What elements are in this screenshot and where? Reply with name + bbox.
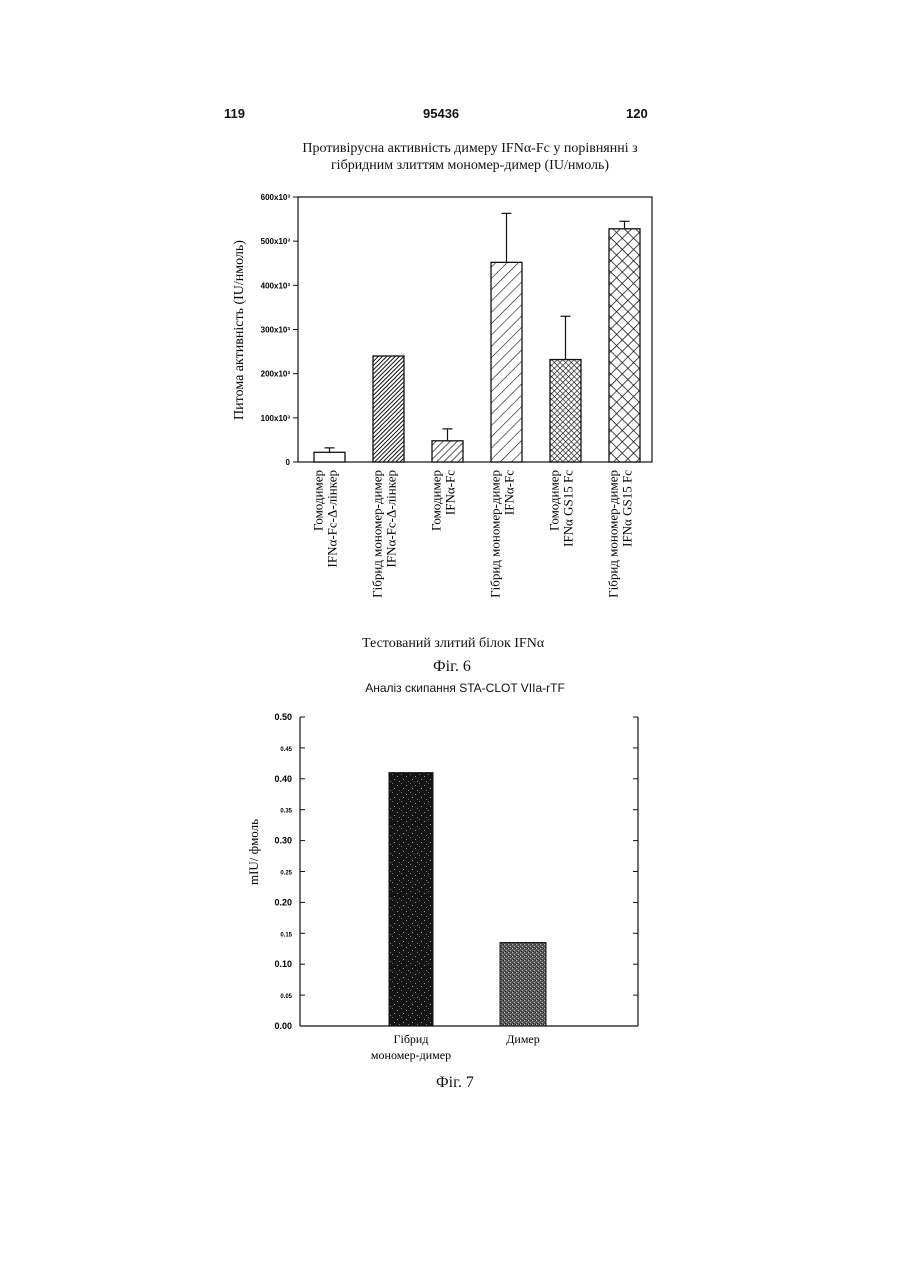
fig6-chart: 0 100x10³ 200x10³ 300x10³ 400x10³ 500x10³ 600x… [0,0,901,660]
fig6-x-tick-label: Гібрид мономер-димер [606,470,621,598]
fig6-bar [432,441,463,462]
fig6-bar [550,360,581,462]
fig7-x-axis-labels: Гібрид мономер-димер Димер [371,1032,540,1062]
fig7-x-tick-label: Димер [506,1032,540,1046]
fig6-y-tick-label: 500x10³ [261,237,291,246]
fig6-bar [491,262,522,462]
fig6-x-tick-label: Гібрид мономер-димер [370,470,385,598]
fig6-bars [314,213,640,462]
fig6-y-tick-label: 600x10³ [261,193,291,202]
fig7-bars [389,773,546,1026]
fig7-chart-title: Аналіз скипання STA-CLOT VIIa-rTF [300,680,630,697]
fig6-caption: Фіг. 6 [433,658,471,676]
fig7-y-tick-label: 0.35 [280,809,292,815]
fig6-y-axis-title: Питома активність (IU/нмоль) [232,240,247,420]
fig7-y-axis-title: mIU/ фмоль [246,819,261,885]
fig6-y-tick-label: 0 [286,458,291,467]
fig6-y-tick-label: 400x10³ [261,281,291,290]
fig6-x-tick-label: IFNα-Fc [443,470,458,515]
fig6-bar [373,356,404,462]
fig6-x-tick-label: IFNα GS15 Fc [561,470,576,547]
fig6-x-axis-labels: ГомодимерIFNα-Fc-Δ-лінкерГібрид мономер-… [311,470,635,598]
fig7-y-tick-label: 0.45 [280,747,292,753]
fig6-y-tick-label: 100x10³ [261,414,291,423]
fig6-x-tick-label: Гомодимер [547,470,562,531]
fig6-x-tick-label: IFNα-Fc [502,470,517,515]
fig7-y-tick-label: 0.05 [280,994,292,1000]
fig6-y-tick-label: 200x10³ [261,370,291,379]
fig7-y-ticks: 0.00 0.05 0.10 0.15 0.20 0.25 0.30 0.35 0.40 0.45… [274,712,638,1031]
fig7-y-tick-label: 0.15 [280,932,292,938]
fig6-x-tick-label: IFNα-Fc-Δ-лінкер [384,470,399,567]
fig7-bar [500,943,546,1026]
fig6-y-axis: 0 100x10³ 200x10³ 300x10³ 400x10³ 500x10³ 600x… [261,193,298,467]
fig6-bar [609,229,640,462]
fig7-y-tick-label: 0.30 [274,836,292,846]
fig6-plot-frame [298,197,652,462]
fig6-x-tick-label: IFNα-Fc-Δ-лінкер [325,470,340,567]
fig6-y-tick-label: 300x10³ [261,326,291,335]
fig6-x-tick-label: Гомодимер [429,470,444,531]
fig7-y-tick-label: 0.20 [274,897,292,907]
fig7-y-tick-label: 0.40 [274,774,292,784]
fig6-bar [314,452,345,462]
fig7-caption: Фіг. 7 [436,1074,474,1092]
fig6-x-tick-label: Гомодимер [311,470,326,531]
fig6-x-axis-title: Тестований злитий білок IFNα [362,636,544,652]
fig6-x-tick-label: IFNα GS15 Fc [620,470,635,547]
fig7-y-tick-label: 0.00 [274,1021,292,1031]
fig7-x-tick-label: Гібрид [394,1032,429,1046]
fig7-y-tick-label: 0.25 [280,871,292,877]
fig7-y-tick-label: 0.10 [274,959,292,969]
fig6-x-tick-label: Гібрид мономер-димер [488,470,503,598]
fig7-bar [389,773,433,1026]
fig7-x-tick-label: мономер-димер [371,1048,451,1062]
fig7-y-tick-label: 0.50 [274,712,292,722]
